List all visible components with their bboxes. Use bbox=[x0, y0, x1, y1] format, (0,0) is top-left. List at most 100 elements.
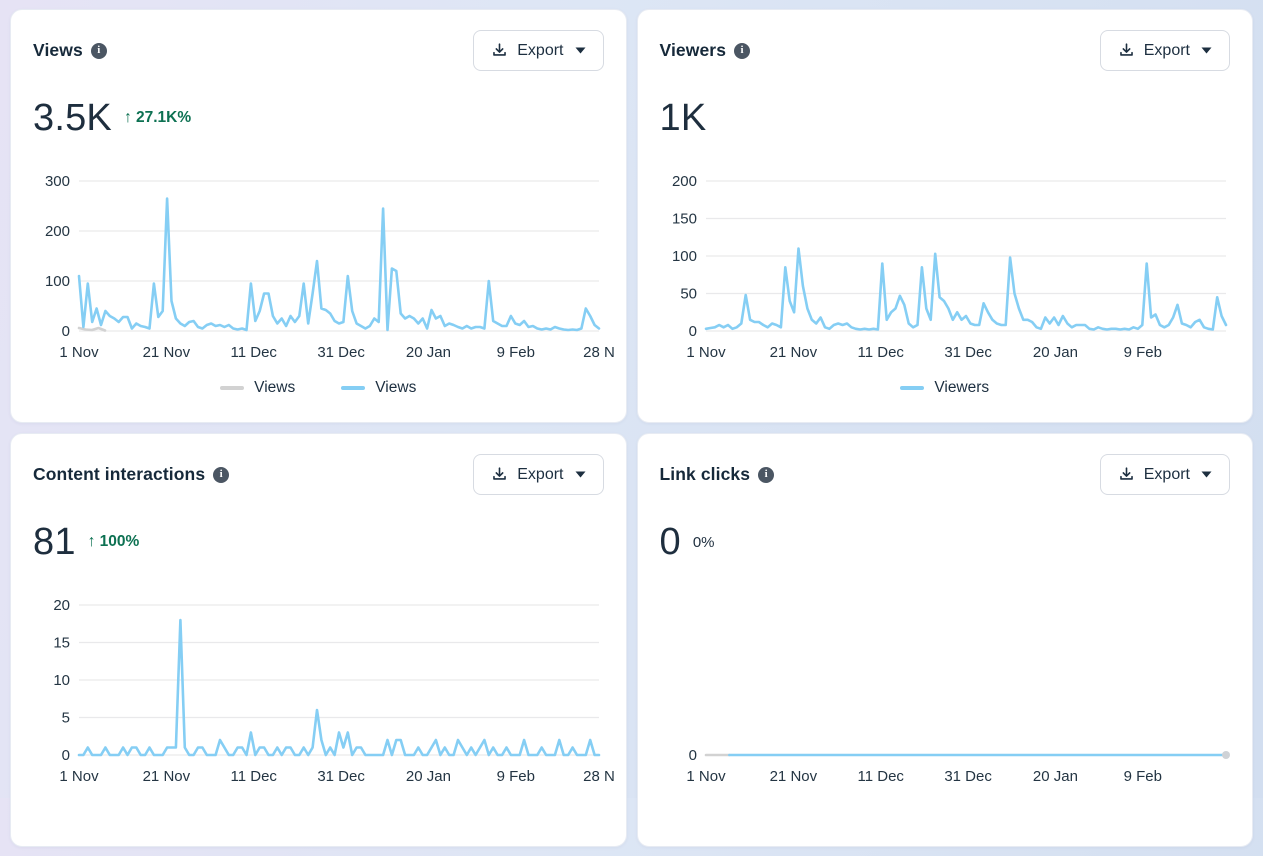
svg-text:0: 0 bbox=[688, 747, 696, 764]
card-header: Views i Export bbox=[33, 30, 604, 71]
svg-text:9 Feb: 9 Feb bbox=[497, 344, 535, 361]
chart-area: 0 100 200 300 1 Nov 21 Nov 11 Dec 31 Dec 20 Jan 9… bbox=[33, 171, 615, 397]
export-button[interactable]: Export bbox=[473, 30, 604, 71]
svg-text:0: 0 bbox=[688, 323, 696, 340]
info-icon[interactable]: i bbox=[734, 42, 751, 59]
export-button[interactable]: Export bbox=[1099, 30, 1230, 71]
svg-text:11 Dec: 11 Dec bbox=[857, 768, 904, 785]
svg-text:20: 20 bbox=[53, 597, 70, 614]
svg-text:15: 15 bbox=[53, 635, 70, 652]
info-icon[interactable]: i bbox=[90, 42, 107, 59]
export-label: Export bbox=[517, 41, 564, 59]
chart-area: 0 5 10 15 20 1 Nov 21 Nov 11 Dec 31 Dec 20 Jan 9 F… bbox=[33, 595, 615, 803]
chevron-down-icon bbox=[575, 471, 585, 478]
legend-item[interactable]: Viewers bbox=[900, 379, 989, 397]
svg-text:100: 100 bbox=[671, 248, 696, 265]
svg-text:11 Dec: 11 Dec bbox=[231, 768, 278, 785]
card-title-link-clicks: Link clicks bbox=[659, 464, 751, 484]
svg-text:31 Dec: 31 Dec bbox=[317, 768, 365, 785]
metric-value: 3.5K bbox=[33, 96, 112, 139]
content-interactions-chart: 0 5 10 15 20 1 Nov 21 Nov 11 Dec 31 Dec 20 Jan 9 F… bbox=[53, 597, 615, 785]
arrow-up-icon: ↑ bbox=[87, 533, 96, 550]
card-header: Content interactions i Export bbox=[33, 454, 604, 495]
export-button[interactable]: Export bbox=[473, 454, 604, 495]
legend-swatch bbox=[341, 385, 366, 391]
svg-text:28 N: 28 N bbox=[583, 768, 615, 785]
svg-text:1 Nov: 1 Nov bbox=[59, 768, 99, 785]
svg-text:300: 300 bbox=[45, 173, 70, 190]
chart-legend: Views Views bbox=[33, 379, 604, 397]
chevron-down-icon bbox=[1201, 471, 1212, 478]
svg-text:20 Jan: 20 Jan bbox=[406, 768, 451, 785]
svg-text:5: 5 bbox=[62, 710, 70, 727]
svg-text:11 Dec: 11 Dec bbox=[231, 344, 278, 361]
chart-area: 0 1 Nov 21 Nov 11 Dec 31 Dec 20 Jan 9 Feb bbox=[660, 595, 1231, 803]
svg-text:31 Dec: 31 Dec bbox=[944, 344, 992, 361]
svg-text:21 Nov: 21 Nov bbox=[769, 768, 817, 785]
svg-text:50: 50 bbox=[680, 286, 697, 303]
svg-text:150: 150 bbox=[671, 211, 696, 228]
export-label: Export bbox=[517, 465, 564, 483]
legend-item[interactable]: Views bbox=[341, 379, 416, 397]
svg-text:20 Jan: 20 Jan bbox=[406, 344, 451, 361]
chevron-down-icon bbox=[1201, 47, 1212, 54]
metric-row: 1K ↑ bbox=[660, 95, 1231, 141]
metric-value: 1K bbox=[659, 96, 707, 139]
svg-text:100: 100 bbox=[45, 273, 70, 290]
info-icon[interactable]: i bbox=[758, 466, 775, 483]
svg-text:10: 10 bbox=[53, 672, 70, 689]
arrow-up-icon: ↑ bbox=[123, 109, 132, 126]
legend-label: Viewers bbox=[934, 379, 990, 396]
metric-row: 81 ↑ 100% bbox=[33, 519, 604, 565]
chart-legend: Viewers bbox=[660, 379, 1231, 397]
svg-text:9 Feb: 9 Feb bbox=[497, 768, 535, 785]
metric-row: 0 ↑0% bbox=[660, 519, 1231, 565]
svg-text:9 Feb: 9 Feb bbox=[1123, 344, 1161, 361]
metric-delta: ↑ 100% bbox=[87, 533, 140, 550]
svg-text:21 Nov: 21 Nov bbox=[143, 344, 191, 361]
svg-text:0: 0 bbox=[62, 747, 70, 764]
viewers-card: Viewers i Export 1K ↑ 0 50 100 150 200 1 Nov 2… bbox=[636, 9, 1253, 423]
legend-swatch bbox=[900, 385, 925, 391]
svg-text:1 Nov: 1 Nov bbox=[686, 768, 726, 785]
download-icon bbox=[1119, 467, 1133, 480]
legend-swatch bbox=[220, 385, 245, 391]
card-title-content-interactions: Content interactions bbox=[33, 464, 206, 484]
svg-text:200: 200 bbox=[45, 223, 70, 240]
metric-delta: ↑ 27.1K% bbox=[123, 109, 192, 126]
link-clicks-chart: 0 1 Nov 21 Nov 11 Dec 31 Dec 20 Jan 9 Feb bbox=[686, 747, 1230, 785]
export-label: Export bbox=[1143, 41, 1190, 59]
svg-text:20 Jan: 20 Jan bbox=[1032, 344, 1077, 361]
card-header: Viewers i Export bbox=[659, 30, 1230, 71]
views-chart: 0 100 200 300 1 Nov 21 Nov 11 Dec 31 Dec 20 Jan 9… bbox=[45, 173, 615, 361]
svg-text:0: 0 bbox=[62, 323, 70, 340]
content-interactions-card: Content interactions i Export 81 ↑ 100% 0… bbox=[10, 433, 627, 847]
metric-row: 3.5K ↑ 27.1K% bbox=[33, 95, 604, 141]
link-clicks-card: Link clicks i Export 0 ↑0% 0 1 Nov 21 Nov 1… bbox=[636, 433, 1253, 847]
views-card: Views i Export 3.5K ↑ 27.1K% 0 100 200 300 1 … bbox=[10, 9, 627, 423]
svg-text:11 Dec: 11 Dec bbox=[857, 344, 904, 361]
svg-text:31 Dec: 31 Dec bbox=[944, 768, 992, 785]
download-icon bbox=[1119, 43, 1133, 56]
legend-label: Views bbox=[375, 379, 417, 396]
metric-delta: ↑0% bbox=[692, 533, 715, 551]
svg-text:1 Nov: 1 Nov bbox=[59, 344, 99, 361]
metric-value: 0 bbox=[659, 520, 681, 563]
chevron-down-icon bbox=[575, 47, 585, 54]
legend-label: Views bbox=[254, 379, 296, 396]
svg-text:20 Jan: 20 Jan bbox=[1032, 768, 1077, 785]
viewers-chart: 0 50 100 150 200 1 Nov 21 Nov 11 Dec 31 Dec 20 Ja… bbox=[671, 173, 1227, 361]
info-icon[interactable]: i bbox=[213, 466, 230, 483]
export-button[interactable]: Export bbox=[1099, 454, 1230, 495]
export-label: Export bbox=[1143, 465, 1190, 483]
legend-item[interactable]: Views bbox=[220, 379, 295, 397]
chart-area: 0 50 100 150 200 1 Nov 21 Nov 11 Dec 31 Dec 20 Ja… bbox=[660, 171, 1231, 397]
card-title-viewers: Viewers bbox=[659, 40, 727, 60]
svg-text:28 N: 28 N bbox=[583, 344, 615, 361]
metric-value: 81 bbox=[33, 520, 76, 563]
svg-text:1 Nov: 1 Nov bbox=[686, 344, 726, 361]
svg-text:21 Nov: 21 Nov bbox=[143, 768, 191, 785]
download-icon bbox=[493, 43, 507, 56]
download-icon bbox=[493, 467, 507, 480]
